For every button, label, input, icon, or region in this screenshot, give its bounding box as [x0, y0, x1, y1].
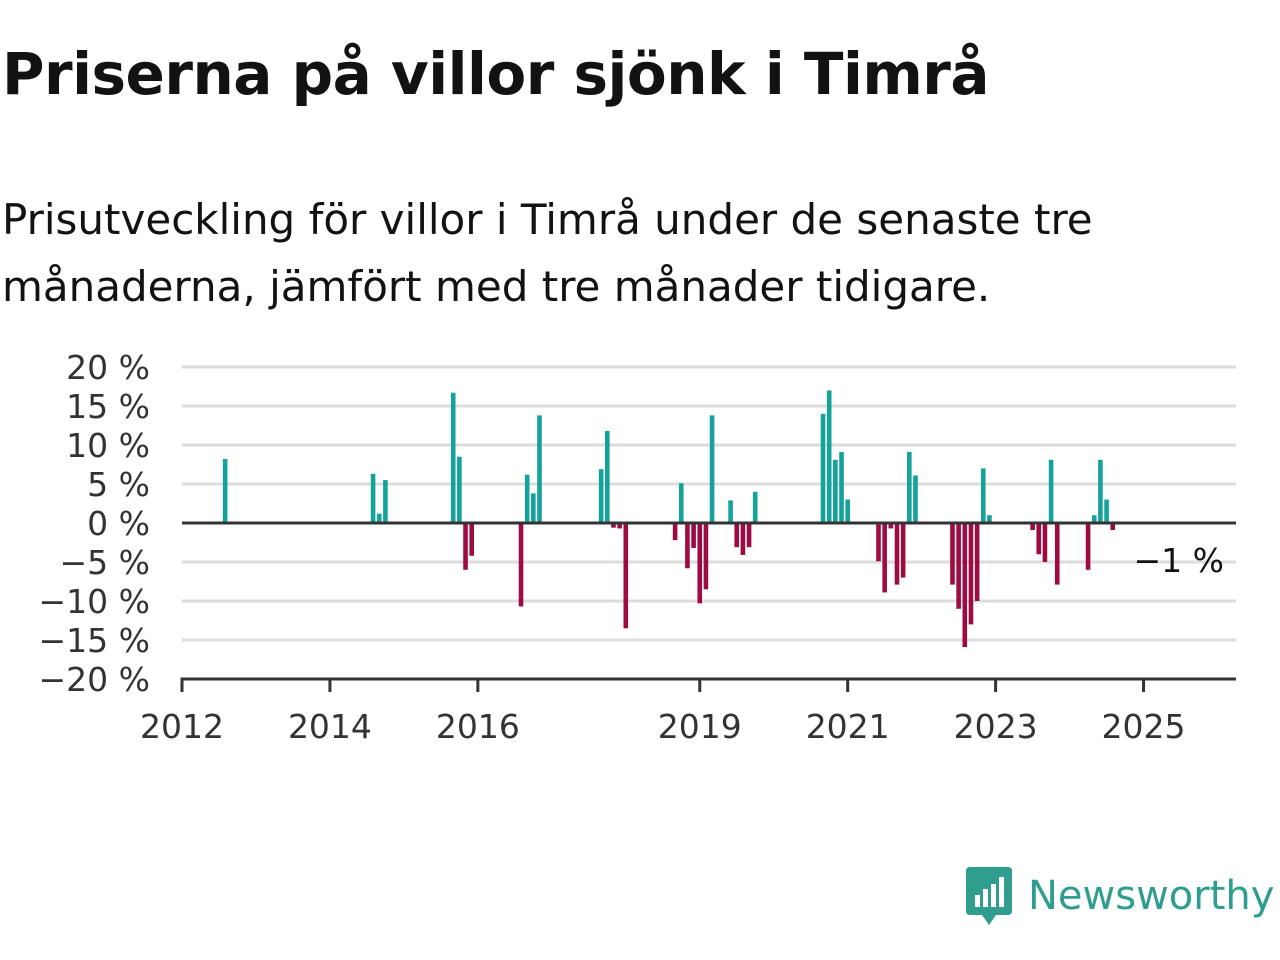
bar — [962, 523, 968, 648]
x-tick-label: 2021 — [806, 707, 890, 746]
bar — [222, 459, 228, 523]
brand-name: Newsworthy — [1028, 873, 1275, 919]
bar — [678, 483, 684, 523]
newsworthy-logo[interactable]: Newsworthy — [964, 864, 1274, 928]
bar — [672, 523, 678, 541]
bar-chart: 20 %15 %10 %5 %0 %−5 %−10 %−15 %−20 % 20… — [39, 348, 1236, 746]
bar — [531, 493, 536, 523]
y-tick-label: −5 % — [60, 543, 151, 582]
bar — [370, 473, 376, 523]
newsworthy-logo-icon — [966, 867, 1012, 925]
bar — [888, 523, 894, 529]
bar — [537, 415, 542, 523]
axes — [180, 521, 1236, 681]
bar — [1091, 515, 1097, 523]
bar — [987, 515, 992, 523]
x-tick-label: 2014 — [288, 707, 372, 746]
chart-title: Priserna på villor sjönk i Timrå — [2, 40, 990, 108]
bar — [604, 430, 610, 523]
y-tick-label: 0 % — [87, 504, 150, 543]
bar — [1085, 523, 1091, 570]
bar — [691, 523, 696, 548]
bar — [1048, 459, 1054, 523]
bar — [598, 469, 604, 523]
bar — [728, 500, 733, 523]
bar — [1042, 523, 1048, 562]
bar — [900, 523, 906, 578]
y-tick-label: 15 % — [66, 387, 150, 426]
y-axis-ticks: 20 %15 %10 %5 %0 %−5 %−10 %−15 %−20 % — [39, 348, 151, 699]
bar — [524, 474, 530, 523]
bar — [1036, 523, 1042, 555]
x-tick-label: 2016 — [436, 707, 520, 746]
bar — [1054, 523, 1060, 585]
bar — [980, 468, 986, 523]
bar — [611, 523, 616, 528]
bar — [617, 523, 622, 529]
bar — [826, 390, 832, 523]
gridlines — [182, 365, 1236, 642]
bar — [752, 491, 758, 523]
bar — [913, 475, 918, 523]
bar — [746, 523, 752, 548]
bar — [882, 523, 887, 593]
bar — [518, 523, 524, 607]
bar — [383, 480, 388, 523]
x-axis-ticks: 2012 2014 2016 2019 2021 2023 2025 — [140, 679, 1186, 746]
bar — [839, 452, 844, 523]
bar — [1030, 523, 1035, 531]
bar — [833, 459, 838, 523]
bar — [876, 523, 881, 562]
bar — [1110, 523, 1116, 531]
bar — [968, 523, 974, 625]
bar — [956, 523, 961, 609]
bar — [457, 456, 462, 523]
bar — [469, 523, 474, 556]
bar — [703, 523, 709, 590]
bar — [450, 392, 456, 523]
bar — [820, 413, 826, 523]
y-tick-label: 10 % — [66, 426, 150, 465]
bar — [734, 523, 740, 548]
bar — [907, 452, 912, 523]
y-tick-label: 20 % — [66, 348, 150, 387]
x-tick-label: 2025 — [1102, 707, 1186, 746]
bar — [950, 523, 955, 585]
chart-subtitle: Prisutveckling för villor i Timrå under … — [2, 195, 1093, 311]
bar — [974, 523, 980, 601]
bar — [1098, 459, 1103, 523]
y-tick-label: −15 % — [39, 621, 151, 660]
bar — [697, 523, 703, 604]
bar — [894, 523, 900, 585]
bar — [685, 523, 690, 569]
bar — [463, 523, 468, 570]
bar — [709, 415, 715, 523]
bar — [845, 499, 850, 523]
bar — [1104, 499, 1109, 523]
bar — [376, 513, 382, 523]
x-tick-label: 2012 — [140, 707, 224, 746]
bar — [623, 523, 629, 629]
x-tick-label: 2023 — [954, 707, 1038, 746]
y-tick-label: −10 % — [39, 582, 151, 621]
bar — [740, 523, 746, 555]
last-value-label: −1 % — [1134, 541, 1225, 580]
bars — [222, 390, 1116, 648]
x-tick-label: 2019 — [658, 707, 742, 746]
y-tick-label: −20 % — [39, 660, 151, 699]
y-tick-label: 5 % — [87, 465, 150, 504]
